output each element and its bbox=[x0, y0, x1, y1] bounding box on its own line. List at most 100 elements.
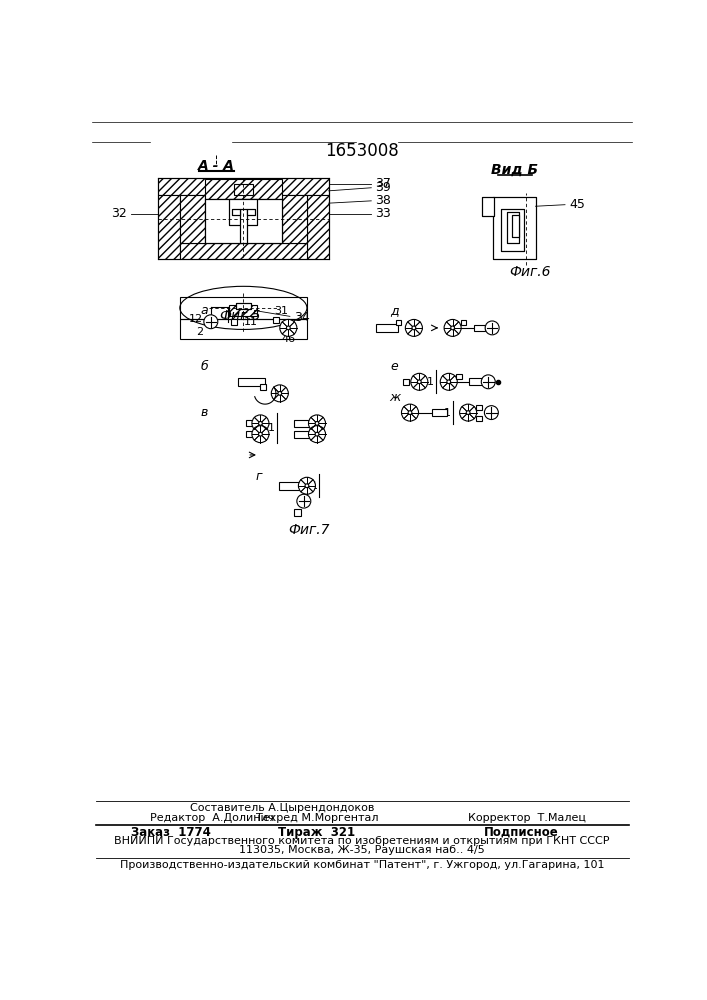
Bar bbox=[477, 405, 481, 410]
Text: в: в bbox=[201, 406, 209, 419]
Text: 38: 38 bbox=[375, 194, 391, 207]
Bar bbox=[396, 320, 401, 325]
Circle shape bbox=[252, 415, 269, 432]
Text: А - А: А - А bbox=[198, 159, 235, 173]
Bar bbox=[282, 195, 307, 243]
Bar bbox=[493, 197, 535, 259]
Bar bbox=[204, 179, 282, 199]
Bar bbox=[477, 416, 481, 421]
Circle shape bbox=[286, 326, 290, 330]
Circle shape bbox=[271, 385, 288, 402]
Bar bbox=[232, 209, 240, 215]
Bar bbox=[279, 482, 300, 490]
Text: 2: 2 bbox=[196, 327, 203, 337]
Bar bbox=[158, 195, 180, 259]
Bar bbox=[461, 320, 466, 325]
Bar bbox=[482, 197, 494, 216]
Bar bbox=[240, 209, 247, 243]
Bar bbox=[293, 420, 309, 427]
Text: 33: 33 bbox=[375, 207, 391, 220]
Text: 37: 37 bbox=[375, 177, 391, 190]
Text: 45: 45 bbox=[569, 198, 585, 211]
Circle shape bbox=[440, 373, 457, 390]
Bar bbox=[158, 178, 329, 195]
Circle shape bbox=[466, 411, 470, 414]
Bar bbox=[294, 509, 301, 516]
Bar bbox=[307, 195, 329, 259]
Text: Составитель А.Цырендондоков: Составитель А.Цырендондоков bbox=[190, 803, 374, 813]
Bar bbox=[247, 431, 252, 437]
Bar bbox=[376, 324, 397, 332]
Text: 32: 32 bbox=[112, 207, 127, 220]
Circle shape bbox=[315, 432, 319, 436]
Bar bbox=[247, 420, 252, 426]
Bar bbox=[512, 215, 519, 237]
Bar bbox=[512, 215, 519, 237]
Circle shape bbox=[259, 432, 262, 436]
Circle shape bbox=[460, 404, 477, 421]
Circle shape bbox=[481, 375, 495, 389]
Bar bbox=[204, 199, 282, 243]
Bar bbox=[240, 209, 247, 243]
Text: е: е bbox=[391, 360, 398, 373]
Text: Техред М.Моргентал: Техред М.Моргентал bbox=[256, 813, 378, 823]
Text: Подписное: Подписное bbox=[484, 826, 559, 839]
Text: б: б bbox=[201, 360, 209, 373]
Text: Заказ  1774: Заказ 1774 bbox=[131, 826, 211, 839]
Circle shape bbox=[259, 422, 262, 425]
Bar bbox=[180, 319, 307, 339]
Circle shape bbox=[278, 391, 281, 395]
Circle shape bbox=[412, 326, 416, 330]
Text: д: д bbox=[390, 304, 399, 317]
Circle shape bbox=[411, 373, 428, 390]
Text: г: г bbox=[255, 470, 262, 483]
Text: а: а bbox=[201, 304, 209, 317]
Bar bbox=[235, 303, 251, 309]
Bar bbox=[501, 209, 524, 251]
Bar bbox=[469, 378, 483, 385]
Bar bbox=[501, 209, 524, 251]
Text: Вид Б: Вид Б bbox=[491, 163, 538, 177]
Bar bbox=[232, 209, 240, 215]
Bar bbox=[238, 378, 264, 386]
Circle shape bbox=[444, 319, 461, 336]
Text: 113035, Москва, Ж-35, Раушская наб.. 4/5: 113035, Москва, Ж-35, Раушская наб.. 4/5 bbox=[239, 845, 485, 855]
Bar bbox=[259, 384, 266, 390]
Circle shape bbox=[484, 406, 498, 420]
Circle shape bbox=[252, 426, 269, 443]
Circle shape bbox=[451, 326, 455, 330]
Text: 46: 46 bbox=[281, 334, 296, 344]
Text: Фиг.6: Фиг.6 bbox=[509, 265, 551, 279]
Text: 31: 31 bbox=[274, 306, 288, 316]
Bar bbox=[293, 431, 309, 438]
Circle shape bbox=[405, 319, 422, 336]
Circle shape bbox=[297, 494, 311, 508]
Text: 11: 11 bbox=[243, 317, 257, 327]
Bar bbox=[230, 199, 257, 225]
Circle shape bbox=[298, 477, 315, 494]
Bar bbox=[231, 319, 237, 325]
Circle shape bbox=[308, 426, 325, 443]
Bar bbox=[180, 195, 204, 243]
Bar bbox=[180, 297, 307, 319]
Bar bbox=[247, 209, 255, 215]
Circle shape bbox=[308, 415, 325, 432]
Text: ж: ж bbox=[389, 391, 400, 404]
Bar bbox=[235, 303, 251, 309]
Text: 1653008: 1653008 bbox=[325, 142, 399, 160]
Bar bbox=[507, 212, 518, 243]
Bar bbox=[474, 325, 485, 331]
Bar bbox=[247, 209, 255, 215]
Text: Фиг.5: Фиг.5 bbox=[218, 309, 260, 323]
Text: 1: 1 bbox=[444, 408, 451, 418]
Circle shape bbox=[417, 380, 421, 384]
Circle shape bbox=[402, 404, 419, 421]
Text: 1: 1 bbox=[311, 481, 317, 491]
Text: 39: 39 bbox=[375, 181, 391, 194]
Bar bbox=[273, 317, 279, 323]
Bar bbox=[204, 199, 282, 243]
Circle shape bbox=[447, 380, 450, 384]
Bar bbox=[234, 184, 252, 195]
Text: ВНИИПИ Государственного комитета по изобретениям и открытиям при ГКНТ СССР: ВНИИПИ Государственного комитета по изоб… bbox=[115, 836, 609, 846]
Circle shape bbox=[204, 315, 218, 329]
